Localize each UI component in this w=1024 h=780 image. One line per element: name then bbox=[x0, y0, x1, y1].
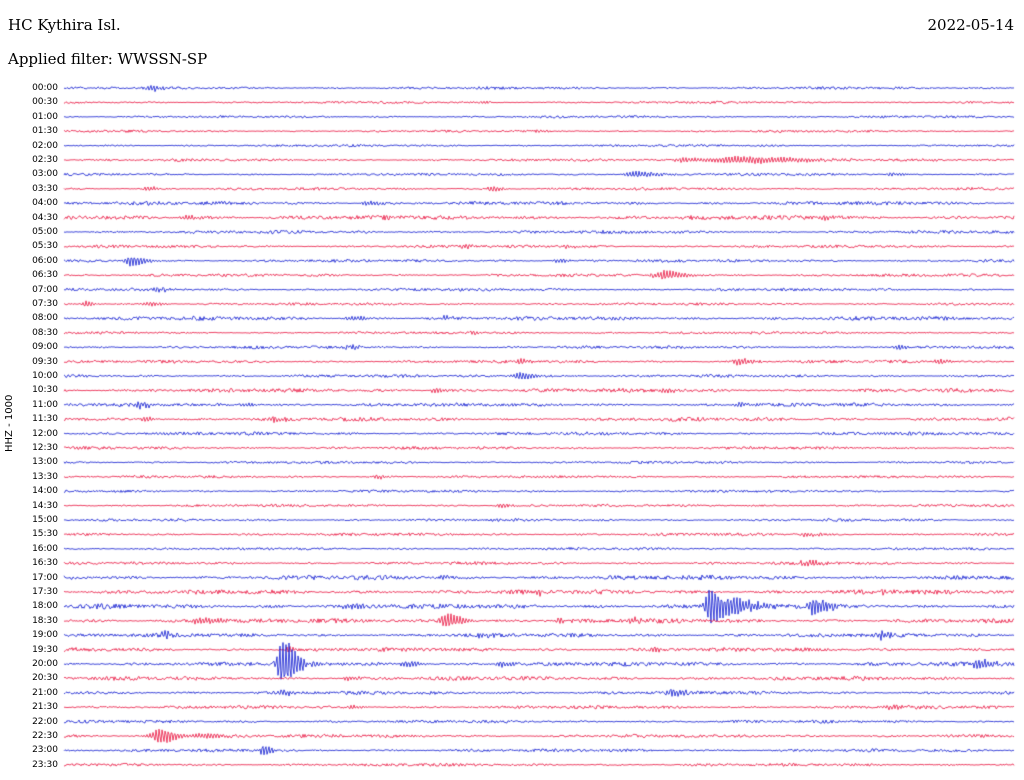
trace-time-label: 16:30 bbox=[32, 558, 58, 569]
trace-time-label: 12:00 bbox=[32, 428, 58, 439]
trace-time-label: 18:30 bbox=[32, 615, 58, 626]
trace-time-label: 14:00 bbox=[32, 486, 58, 497]
trace-time-label: 07:30 bbox=[32, 299, 58, 309]
trace-time-label: 10:30 bbox=[32, 385, 58, 396]
trace-time-label: 05:30 bbox=[32, 241, 58, 252]
trace-time-label: 13:30 bbox=[32, 471, 58, 482]
trace-time-label: 17:30 bbox=[32, 587, 58, 597]
trace-time-label: 17:00 bbox=[32, 572, 58, 583]
station-title: HC Kythira Isl. bbox=[8, 16, 121, 34]
time-labels-column: 00:00 00:30 01:00 01:30 02:00 02:30 03:00 03:30… bbox=[0, 0, 60, 780]
trace-time-label: 07:00 bbox=[32, 284, 58, 295]
trace-time-label: 08:30 bbox=[32, 327, 58, 338]
trace-time-label: 09:30 bbox=[32, 356, 58, 367]
trace-time-label: 15:00 bbox=[32, 515, 58, 525]
trace-time-label: 03:00 bbox=[32, 169, 58, 180]
trace-time-label: 19:00 bbox=[32, 630, 58, 641]
trace-time-label: 09:00 bbox=[32, 342, 58, 353]
date-label: 2022-05-14 bbox=[927, 16, 1014, 34]
trace-time-label: 16:00 bbox=[32, 543, 58, 554]
trace-time-label: 22:30 bbox=[32, 731, 58, 741]
trace-time-label: 14:30 bbox=[32, 500, 58, 511]
trace-time-label: 13:00 bbox=[32, 457, 58, 468]
trace-time-label: 18:00 bbox=[32, 601, 58, 612]
trace-time-label: 06:00 bbox=[32, 255, 58, 266]
trace-time-label: 02:30 bbox=[32, 155, 58, 165]
y-axis-label: HHZ - 1000 bbox=[4, 394, 15, 452]
trace-time-label: 22:00 bbox=[32, 716, 58, 727]
trace-time-label: 19:30 bbox=[32, 644, 58, 655]
trace-time-label: 11:00 bbox=[32, 399, 58, 410]
trace-time-label: 21:30 bbox=[32, 702, 58, 713]
trace-time-label: 12:30 bbox=[32, 443, 58, 453]
filter-label: Applied filter: WWSSN-SP bbox=[8, 50, 208, 68]
trace-time-label: 23:30 bbox=[32, 759, 58, 770]
trace-time-label: 20:00 bbox=[32, 659, 58, 669]
trace-time-label: 00:00 bbox=[32, 83, 58, 93]
trace-time-label: 06:30 bbox=[32, 270, 58, 281]
trace-time-label: 03:30 bbox=[32, 183, 58, 194]
trace-time-label: 08:00 bbox=[32, 313, 58, 324]
trace-time-label: 05:00 bbox=[32, 227, 58, 237]
trace-time-label: 00:30 bbox=[32, 97, 58, 108]
trace-time-label: 01:30 bbox=[32, 126, 58, 137]
trace-time-label: 04:00 bbox=[32, 198, 58, 209]
trace-time-label: 21:00 bbox=[32, 687, 58, 698]
trace-time-label: 10:00 bbox=[32, 371, 58, 381]
trace-time-label: 11:30 bbox=[32, 414, 58, 425]
trace-time-label: 04:30 bbox=[32, 212, 58, 223]
trace-time-label: 15:30 bbox=[32, 529, 58, 540]
trace-time-label: 23:00 bbox=[32, 745, 58, 756]
trace-time-label: 02:00 bbox=[32, 140, 58, 151]
trace-time-label: 01:00 bbox=[32, 111, 58, 122]
trace-time-label: 20:30 bbox=[32, 673, 58, 684]
